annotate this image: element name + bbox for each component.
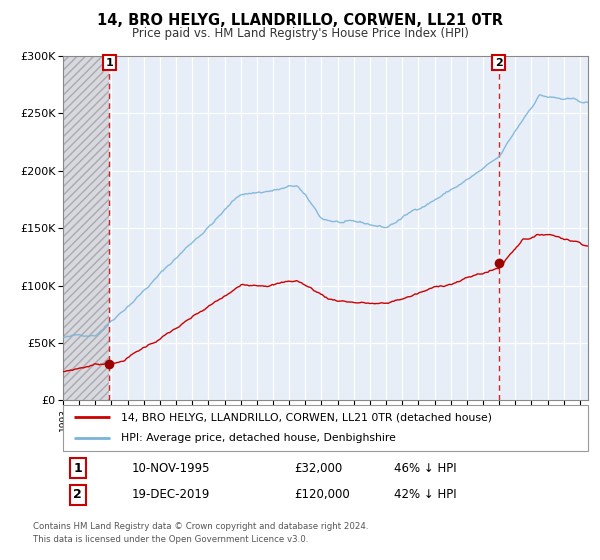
Text: 19-DEC-2019: 19-DEC-2019 <box>131 488 209 501</box>
Text: 14, BRO HELYG, LLANDRILLO, CORWEN, LL21 0TR (detached house): 14, BRO HELYG, LLANDRILLO, CORWEN, LL21 … <box>121 412 492 422</box>
Text: HPI: Average price, detached house, Denbighshire: HPI: Average price, detached house, Denb… <box>121 433 395 444</box>
Bar <box>63 56 109 400</box>
Text: 2: 2 <box>73 488 82 501</box>
Text: Contains HM Land Registry data © Crown copyright and database right 2024.: Contains HM Land Registry data © Crown c… <box>33 522 368 531</box>
Text: 1: 1 <box>73 462 82 475</box>
Text: 2: 2 <box>495 58 503 68</box>
Text: This data is licensed under the Open Government Licence v3.0.: This data is licensed under the Open Gov… <box>33 535 308 544</box>
Text: 46% ↓ HPI: 46% ↓ HPI <box>394 462 457 475</box>
Text: £32,000: £32,000 <box>294 462 342 475</box>
Text: 14, BRO HELYG, LLANDRILLO, CORWEN, LL21 0TR: 14, BRO HELYG, LLANDRILLO, CORWEN, LL21 … <box>97 13 503 28</box>
Text: 42% ↓ HPI: 42% ↓ HPI <box>394 488 457 501</box>
Text: 10-NOV-1995: 10-NOV-1995 <box>131 462 210 475</box>
Text: Price paid vs. HM Land Registry's House Price Index (HPI): Price paid vs. HM Land Registry's House … <box>131 27 469 40</box>
Text: 1: 1 <box>106 58 113 68</box>
FancyBboxPatch shape <box>63 405 588 451</box>
Text: £120,000: £120,000 <box>294 488 350 501</box>
